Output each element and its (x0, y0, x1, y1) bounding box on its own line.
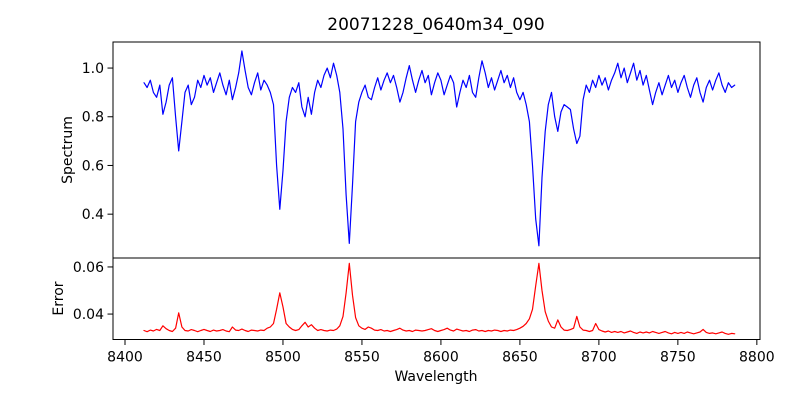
x-tick-label: 8550 (344, 350, 380, 366)
error-line (143, 262, 736, 335)
y-tick-label: 0.06 (73, 260, 104, 276)
x-tick-label: 8600 (423, 350, 459, 366)
x-tick-label: 8650 (502, 350, 538, 366)
error-plot-border (112, 257, 761, 340)
y-tick-label: 0.6 (82, 158, 104, 174)
x-axis-ticks: 8400 8450 8500 8550 8600 8650 8700 8750 8800 (107, 339, 775, 366)
x-tick-label: 8400 (107, 350, 143, 366)
x-tick-label: 8450 (186, 350, 222, 366)
spectrum-y-ticks: 0.4 0.6 0.8 1.0 (82, 61, 113, 223)
x-tick-label: 8500 (265, 350, 301, 366)
spectrum-line (143, 50, 736, 247)
error-y-axis-label: Error (51, 281, 67, 315)
y-tick-label: 0.04 (73, 307, 104, 323)
x-tick-label: 8700 (581, 350, 617, 366)
x-axis-label: Wavelength (394, 369, 477, 385)
x-tick-label: 8800 (739, 350, 775, 366)
error-y-ticks: 0.04 0.06 (73, 260, 113, 323)
error-axes: 0.04 0.06 8400 8450 8500 8550 8600 8650 8700 875… (51, 257, 775, 385)
y-tick-label: 0.4 (82, 207, 104, 223)
y-tick-label: 1.0 (82, 61, 104, 77)
y-tick-label: 0.8 (82, 110, 104, 126)
x-tick-label: 8750 (660, 350, 696, 366)
figure-title: 20071228_0640m34_090 (327, 15, 544, 35)
spectrum-y-axis-label: Spectrum (60, 116, 76, 184)
